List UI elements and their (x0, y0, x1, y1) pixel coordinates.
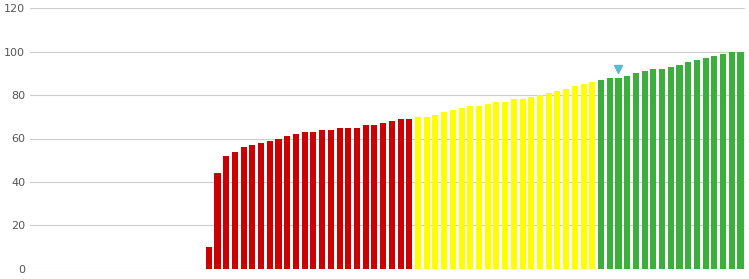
Bar (450, 110, 456, 269)
Bar (214, 173, 221, 269)
Bar (310, 132, 317, 269)
Bar (494, 102, 500, 269)
Bar (485, 104, 491, 269)
Bar (223, 156, 229, 269)
Bar (398, 119, 404, 269)
Bar (520, 99, 526, 269)
Bar (380, 123, 386, 269)
Bar (232, 151, 238, 269)
Bar (328, 130, 334, 269)
Bar (441, 112, 447, 269)
Bar (502, 102, 509, 269)
Bar (720, 54, 726, 269)
Bar (633, 73, 639, 269)
Bar (258, 143, 264, 269)
Bar (267, 141, 273, 269)
Bar (302, 132, 308, 269)
Bar (336, 128, 342, 269)
Bar (528, 97, 534, 269)
Bar (624, 76, 630, 269)
Bar (589, 82, 595, 269)
Bar (458, 108, 464, 269)
Bar (240, 147, 246, 269)
Bar (571, 86, 578, 269)
Bar (650, 69, 656, 269)
Bar (406, 119, 413, 269)
Bar (712, 56, 718, 269)
Bar (598, 80, 604, 269)
Bar (738, 52, 744, 269)
Bar (554, 91, 560, 269)
Bar (372, 126, 377, 269)
Bar (415, 117, 421, 269)
Bar (642, 71, 648, 269)
Bar (363, 126, 369, 269)
Bar (563, 88, 569, 269)
Bar (206, 247, 212, 269)
Bar (580, 84, 586, 269)
Bar (293, 134, 299, 269)
Bar (276, 138, 282, 269)
Bar (249, 145, 255, 269)
Bar (467, 106, 473, 269)
Bar (284, 136, 291, 269)
Bar (616, 78, 622, 269)
Bar (424, 117, 430, 269)
Bar (476, 106, 482, 269)
Bar (319, 130, 325, 269)
Bar (345, 128, 351, 269)
Bar (685, 62, 691, 269)
Bar (607, 78, 613, 269)
Bar (511, 99, 517, 269)
Bar (389, 121, 395, 269)
Bar (676, 65, 682, 269)
Bar (659, 69, 665, 269)
Bar (546, 93, 552, 269)
Bar (432, 115, 438, 269)
Bar (703, 58, 709, 269)
Bar (667, 67, 674, 269)
Bar (729, 52, 735, 269)
Bar (694, 60, 700, 269)
Bar (537, 95, 543, 269)
Bar (354, 128, 360, 269)
